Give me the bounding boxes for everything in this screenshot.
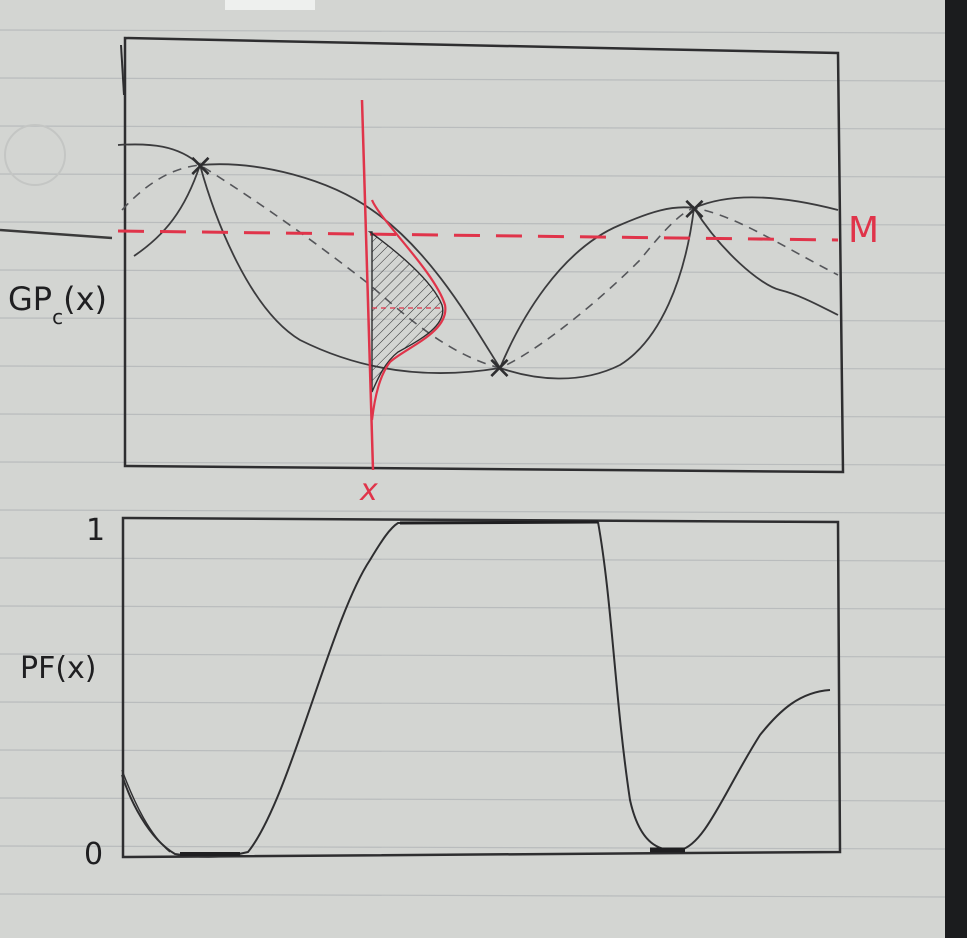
ruled-line xyxy=(0,749,946,754)
margin-line xyxy=(0,228,113,240)
top-ylabel-arg: (x) xyxy=(63,280,107,318)
pf-curve xyxy=(121,520,831,858)
lower-confidence-bound xyxy=(133,161,839,380)
ruled-line xyxy=(0,797,946,802)
ruled-lines xyxy=(0,29,946,898)
feasibility-probability-area xyxy=(367,231,444,393)
ruled-line xyxy=(0,269,946,274)
top-plot: M x × × × GPc(x) xyxy=(8,36,879,508)
ruled-line xyxy=(0,893,946,898)
ruled-line xyxy=(0,605,946,610)
ruled-line xyxy=(0,413,946,418)
cursor-label: x xyxy=(359,473,378,508)
ruled-line xyxy=(0,365,946,370)
ruled-line xyxy=(0,701,946,706)
ytick-one: 1 xyxy=(86,513,105,548)
ruled-line xyxy=(0,77,946,82)
paper-tab xyxy=(225,0,315,10)
pf-curve-overstroke xyxy=(121,769,171,853)
pf-one-segment xyxy=(399,520,599,525)
ruled-line xyxy=(0,653,946,658)
cursor-line xyxy=(360,99,375,471)
observation-marker-3: × xyxy=(681,189,708,227)
ruled-line xyxy=(0,509,946,514)
ruled-line xyxy=(0,557,946,562)
threshold-label: M xyxy=(848,210,879,251)
ruled-line xyxy=(0,845,946,850)
top-ylabel-gp: GP xyxy=(8,280,52,318)
ruled-line xyxy=(0,125,946,130)
top-plot-frame xyxy=(123,36,845,474)
threshold-line xyxy=(117,229,839,242)
ytick-zero: 0 xyxy=(84,837,103,872)
ruled-line xyxy=(0,317,946,322)
notebook-edge xyxy=(945,0,967,938)
ruled-line xyxy=(0,221,946,226)
bottom-ylabel: PF(x) xyxy=(20,651,97,686)
ruled-line xyxy=(0,461,946,466)
frame-overstroke xyxy=(120,44,125,96)
observation-marker-1: × xyxy=(187,146,214,184)
faint-circle-mark xyxy=(4,124,66,186)
top-ylabel: GPc(x) xyxy=(8,280,107,329)
bottom-plot: 1 0 PF(x) xyxy=(20,513,842,872)
observation-marker-2: × xyxy=(486,348,513,386)
posterior-mean xyxy=(121,164,839,369)
ruled-line xyxy=(0,173,946,178)
bottom-plot-frame xyxy=(121,516,842,859)
predictive-density-curve xyxy=(370,199,447,421)
ruled-line xyxy=(0,29,946,34)
top-ylabel-subscript: c xyxy=(52,305,63,329)
